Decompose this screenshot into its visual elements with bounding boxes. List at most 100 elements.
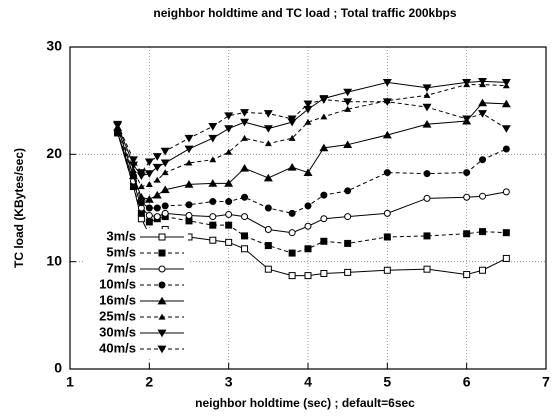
- data-point: [225, 148, 233, 155]
- data-point: [208, 179, 218, 187]
- data-point: [161, 202, 169, 210]
- data-point: [462, 79, 472, 87]
- data-point: [479, 156, 487, 164]
- data-point: [383, 266, 391, 274]
- data-point: [304, 118, 312, 125]
- x-tick-label: 4: [304, 374, 312, 390]
- data-point: [463, 230, 471, 238]
- data-point: [241, 193, 249, 201]
- data-point: [502, 188, 510, 196]
- data-point: [501, 79, 511, 87]
- series-line: [117, 80, 507, 177]
- series-line: [117, 132, 507, 234]
- data-point: [185, 201, 193, 209]
- data-point: [224, 179, 234, 187]
- series-line: [117, 99, 507, 174]
- legend-label: 40m/s: [99, 340, 136, 355]
- data-point: [343, 140, 353, 149]
- legend-box: [84, 229, 188, 357]
- legend-label: 10m/s: [99, 276, 136, 291]
- data-point: [423, 170, 431, 178]
- legend-label: 3m/s: [106, 228, 136, 243]
- legend-marker: [158, 265, 166, 273]
- data-point: [240, 118, 250, 127]
- legend-label: 5m/s: [106, 244, 136, 259]
- data-point: [423, 232, 431, 240]
- data-point: [160, 159, 170, 168]
- data-point: [463, 193, 471, 201]
- data-point: [263, 110, 273, 118]
- y-tick-label: 10: [46, 252, 62, 268]
- data-point: [382, 130, 392, 139]
- data-point: [287, 115, 297, 124]
- data-point: [264, 225, 272, 233]
- legend-marker: [158, 233, 166, 241]
- data-point: [161, 169, 169, 176]
- data-point: [502, 254, 510, 262]
- data-point: [422, 120, 432, 128]
- data-point: [304, 222, 312, 230]
- data-point: [344, 105, 352, 112]
- data-point: [224, 112, 234, 120]
- data-point: [320, 269, 328, 277]
- data-point: [304, 272, 312, 280]
- legend-marker: [157, 296, 167, 305]
- data-point: [303, 168, 313, 176]
- data-point: [144, 195, 154, 203]
- data-point: [422, 84, 432, 93]
- data-point: [225, 238, 233, 246]
- data-point: [152, 153, 162, 161]
- data-point: [153, 213, 161, 221]
- data-point: [463, 271, 471, 279]
- data-point: [161, 209, 169, 217]
- data-point: [320, 191, 328, 199]
- data-point: [479, 192, 487, 200]
- data-point: [478, 77, 488, 86]
- data-point: [319, 96, 329, 104]
- data-point: [136, 169, 146, 177]
- data-point: [288, 249, 296, 257]
- data-point: [145, 212, 153, 220]
- data-point: [304, 202, 312, 210]
- data-point: [224, 125, 234, 133]
- data-point: [382, 79, 392, 87]
- series-line: [117, 84, 507, 188]
- data-point: [501, 125, 511, 133]
- data-point: [225, 221, 233, 229]
- legend-marker: [157, 329, 167, 338]
- data-point: [113, 120, 123, 129]
- y-tick-label: 0: [54, 360, 62, 376]
- data-point: [320, 215, 328, 223]
- data-point: [184, 180, 194, 188]
- data-point: [185, 159, 193, 166]
- data-point: [145, 204, 153, 212]
- data-point: [152, 163, 162, 172]
- data-point: [288, 209, 296, 217]
- data-point: [129, 167, 137, 174]
- chart-title: neighbor holdtime and TC load ; Total tr…: [153, 6, 456, 20]
- data-point: [382, 98, 392, 106]
- legend-marker: [158, 281, 166, 289]
- data-point: [320, 237, 328, 245]
- data-point: [208, 123, 218, 131]
- data-point: [288, 272, 296, 280]
- data-point: [423, 194, 431, 202]
- data-point: [344, 268, 352, 276]
- legend-label: 30m/s: [99, 324, 136, 339]
- x-tick-label: 2: [145, 374, 153, 390]
- x-tick-label: 5: [383, 374, 391, 390]
- data-point: [160, 185, 170, 194]
- data-point: [288, 229, 296, 237]
- data-point: [263, 173, 273, 182]
- data-point: [184, 134, 194, 143]
- data-point: [479, 228, 487, 236]
- data-point: [422, 103, 432, 112]
- data-point: [462, 115, 472, 124]
- data-point: [128, 156, 138, 164]
- data-point: [145, 181, 153, 187]
- data-point: [264, 204, 272, 212]
- data-point: [501, 99, 511, 108]
- data-point: [344, 239, 352, 247]
- data-point: [478, 110, 488, 118]
- data-point: [502, 145, 510, 153]
